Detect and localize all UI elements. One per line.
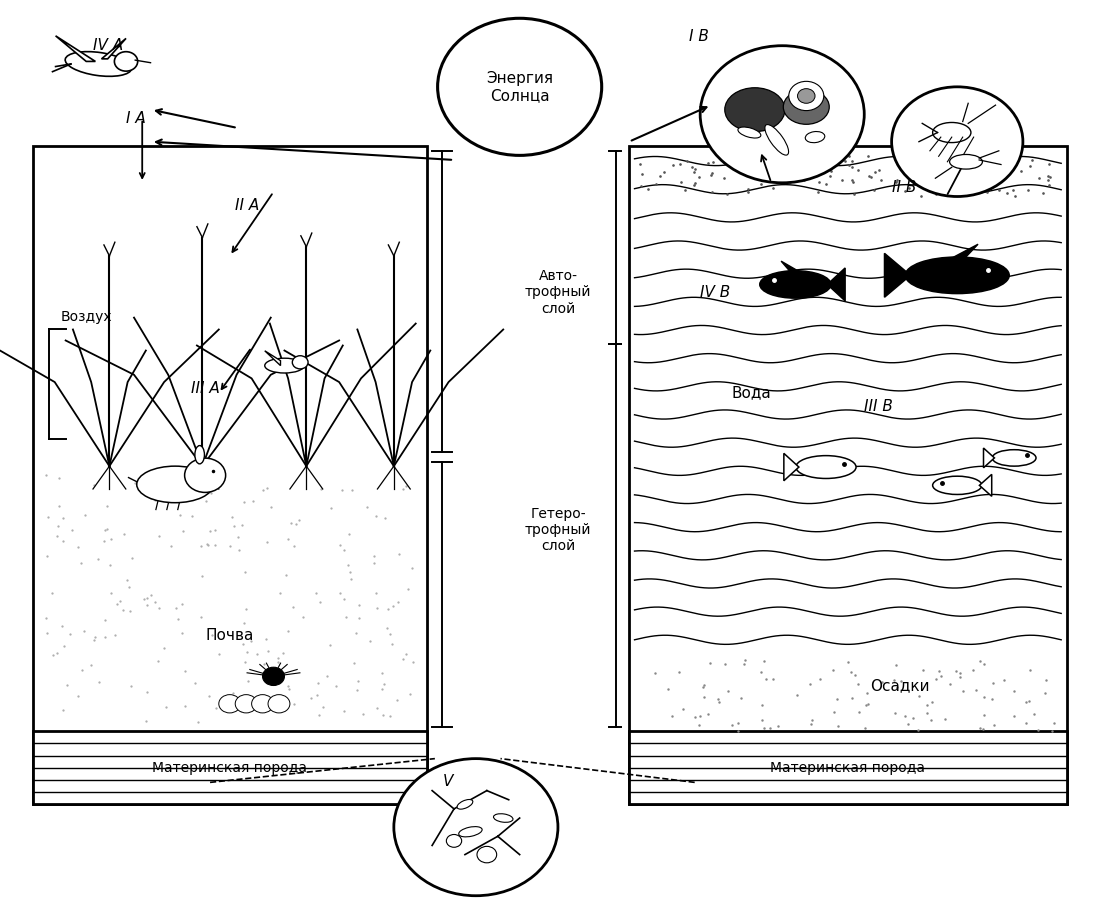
Text: Почва: Почва [206,628,254,643]
Circle shape [892,87,1023,197]
Text: I B: I B [689,29,709,44]
Circle shape [477,846,497,863]
Ellipse shape [738,127,760,138]
Polygon shape [102,38,126,58]
Polygon shape [979,474,991,496]
Bar [33,146,427,804]
Polygon shape [884,253,910,297]
Ellipse shape [493,813,513,823]
Circle shape [185,458,225,493]
Ellipse shape [805,132,825,143]
Text: IV A: IV A [93,38,124,53]
Bar [33,146,427,457]
Text: IV B: IV B [700,285,731,300]
Text: V: V [443,774,453,789]
Circle shape [235,695,257,713]
Text: I A: I A [126,112,146,126]
Bar [33,731,427,804]
Text: Гетеро-
трофный
слой: Гетеро- трофный слой [525,507,591,553]
Circle shape [252,695,274,713]
Ellipse shape [932,476,982,494]
Bar [629,146,1067,804]
Text: Материнская порода: Материнская порода [152,760,307,775]
Ellipse shape [66,51,131,77]
Polygon shape [947,244,978,260]
Ellipse shape [796,456,857,479]
Circle shape [268,695,290,713]
Polygon shape [781,261,802,273]
Ellipse shape [932,122,971,143]
Text: Воздух: Воздух [60,310,112,324]
Ellipse shape [457,800,473,809]
Text: III A: III A [191,381,220,396]
Text: Энергия
Солнца: Энергия Солнца [486,70,554,103]
Circle shape [219,695,241,713]
Text: Вода: Вода [732,386,771,400]
Circle shape [789,81,824,111]
Ellipse shape [195,446,205,464]
Text: Осадки: Осадки [871,678,930,693]
Ellipse shape [265,358,304,373]
Bar [629,146,1067,640]
Polygon shape [783,453,799,481]
Ellipse shape [906,257,1009,293]
Circle shape [394,759,558,896]
Circle shape [292,356,309,369]
Circle shape [438,18,602,155]
Bar [629,731,1067,804]
Text: II B: II B [892,180,916,195]
Bar [33,457,427,731]
Text: II A: II A [235,198,259,213]
Circle shape [700,46,864,183]
Text: III B: III B [864,399,893,414]
Circle shape [263,667,284,686]
Ellipse shape [992,450,1036,466]
Ellipse shape [759,271,831,298]
Circle shape [446,834,462,847]
Ellipse shape [783,90,829,124]
Ellipse shape [458,826,482,837]
Circle shape [798,89,815,103]
Ellipse shape [765,124,789,155]
Ellipse shape [724,88,784,132]
Polygon shape [56,36,95,61]
Bar [629,640,1067,731]
Ellipse shape [137,466,213,503]
Circle shape [115,52,138,71]
Text: Материнская порода: Материнская порода [770,760,926,775]
Ellipse shape [950,154,982,169]
Polygon shape [265,351,280,366]
Polygon shape [827,268,845,301]
Polygon shape [984,448,994,468]
Text: Авто-
трофный
слой: Авто- трофный слой [525,270,591,315]
